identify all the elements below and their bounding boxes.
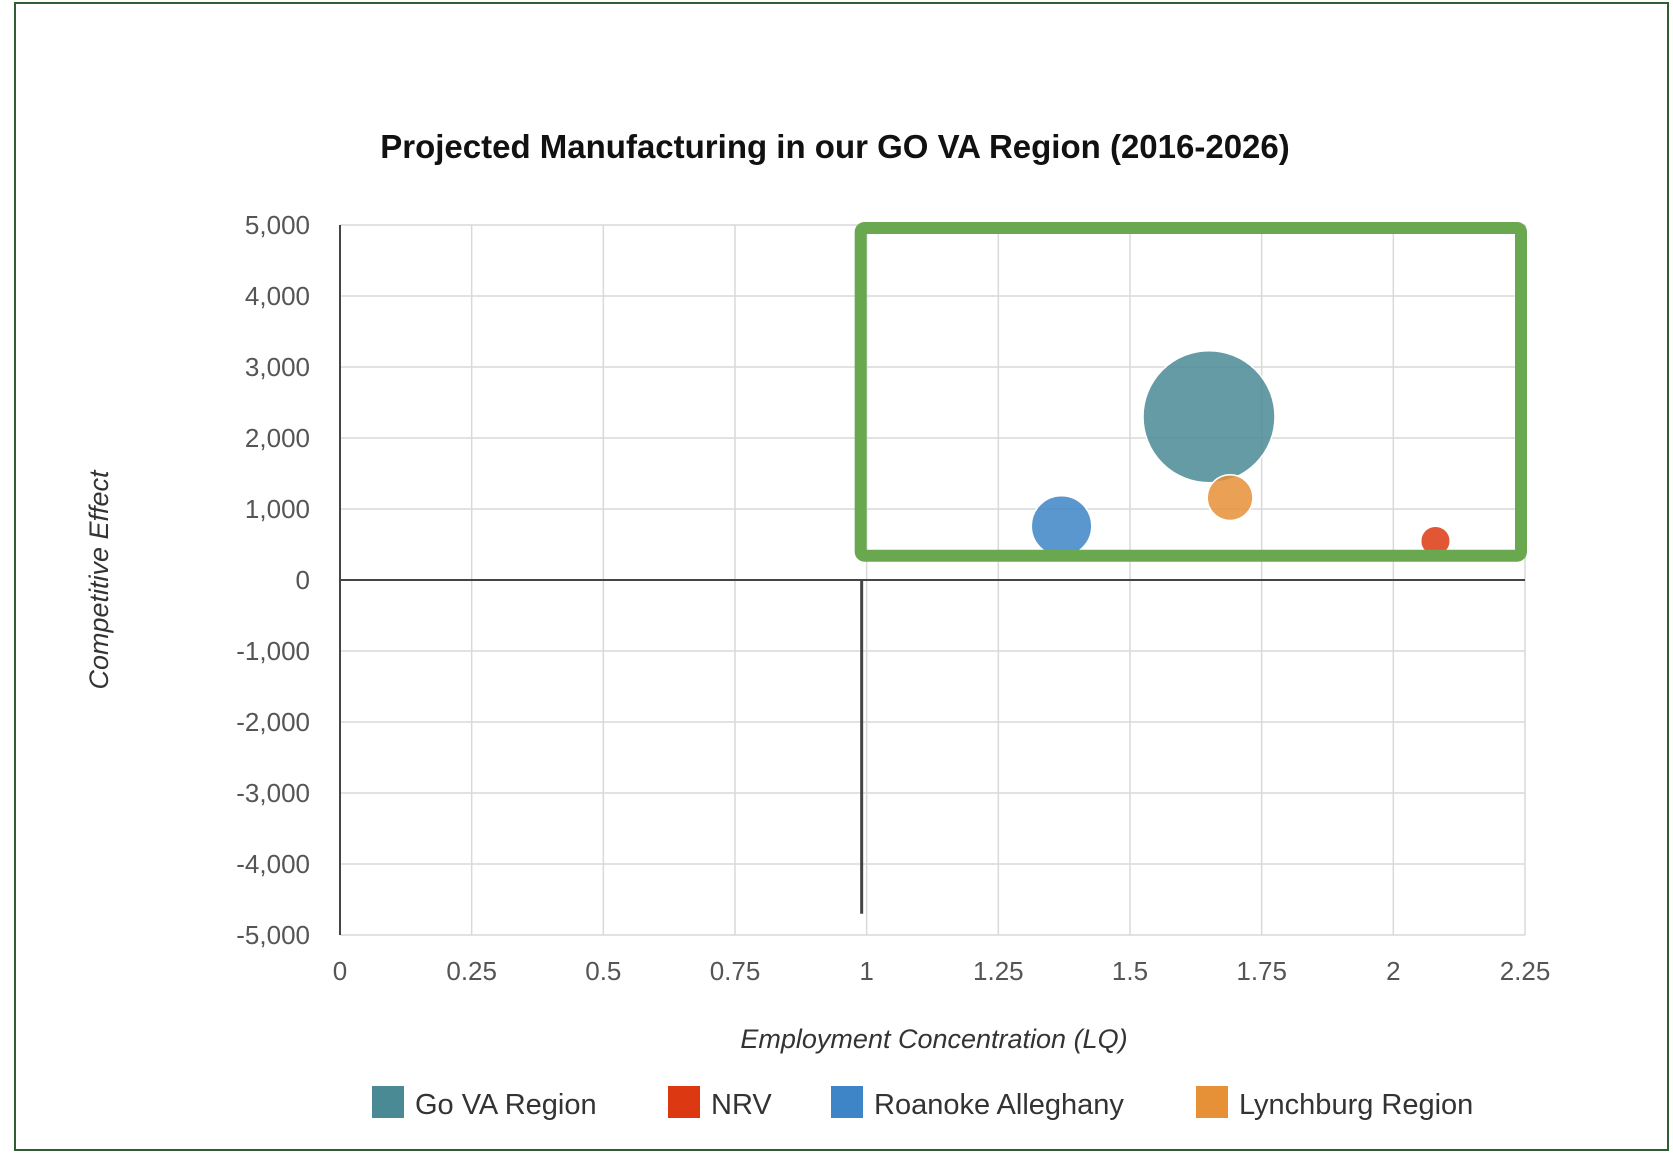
- legend-label: NRV: [711, 1089, 772, 1121]
- x-tick-label: 1: [859, 956, 873, 986]
- y-tick-label: -3,000: [236, 778, 310, 808]
- bubble-roanoke-alleghany: [1030, 495, 1093, 558]
- legend-swatch: [1196, 1086, 1228, 1118]
- x-tick-label: 1.75: [1236, 956, 1287, 986]
- bubble-lynchburg-region: [1206, 474, 1254, 522]
- x-tick-label: 0.75: [710, 956, 761, 986]
- y-axis-label: Competitive Effect: [84, 469, 114, 690]
- x-axis-label: Employment Concentration (LQ): [740, 1024, 1127, 1054]
- legend-item: Lynchburg Region: [1196, 1086, 1473, 1121]
- x-tick-label: 2.25: [1500, 956, 1551, 986]
- y-tick-label: 4,000: [245, 281, 310, 311]
- x-tick-label: 1.5: [1112, 956, 1148, 986]
- y-tick-label: -4,000: [236, 849, 310, 879]
- legend-swatch: [831, 1086, 863, 1118]
- x-tick-label: 0.25: [446, 956, 497, 986]
- legend-swatch: [668, 1086, 700, 1118]
- reference-lines: [339, 225, 1525, 935]
- y-tick-label: -2,000: [236, 707, 310, 737]
- y-tick-label: 3,000: [245, 352, 310, 382]
- legend-swatch: [372, 1086, 404, 1118]
- x-tick-label: 0: [333, 956, 347, 986]
- legend-item: Go VA Region: [372, 1086, 597, 1121]
- legend-label: Lynchburg Region: [1239, 1089, 1473, 1121]
- y-tick-label: 0: [296, 565, 310, 595]
- y-tick-label: 2,000: [245, 423, 310, 453]
- highlight-box: [854, 222, 1527, 562]
- y-tick-label: 1,000: [245, 494, 310, 524]
- x-tick-label: 1.25: [973, 956, 1024, 986]
- x-tick-label: 2: [1386, 956, 1400, 986]
- legend-label: Go VA Region: [415, 1089, 597, 1121]
- bubbles: [1030, 349, 1451, 558]
- legend-label: Roanoke Alleghany: [874, 1089, 1124, 1121]
- tick-labels: 0 0.25 0.5 0.75 1 1.25 1.5 1.75 2 2.25 5,000 4,000 3…: [236, 210, 1550, 986]
- legend-item: Roanoke Alleghany: [831, 1086, 1124, 1121]
- legend-item: NRV: [668, 1086, 772, 1121]
- y-tick-label: 5,000: [245, 210, 310, 240]
- highlight-box-layer: [854, 222, 1527, 562]
- x-tick-label: 0.5: [585, 956, 621, 986]
- y-tick-label: -1,000: [236, 636, 310, 666]
- chart-title: Projected Manufacturing in our GO VA Reg…: [380, 128, 1290, 165]
- legend: Go VA Region NRV Roanoke Alleghany Lynchbur…: [372, 1086, 1473, 1121]
- bubble-go-va-region: [1142, 349, 1276, 484]
- y-tick-label: -5,000: [236, 920, 310, 950]
